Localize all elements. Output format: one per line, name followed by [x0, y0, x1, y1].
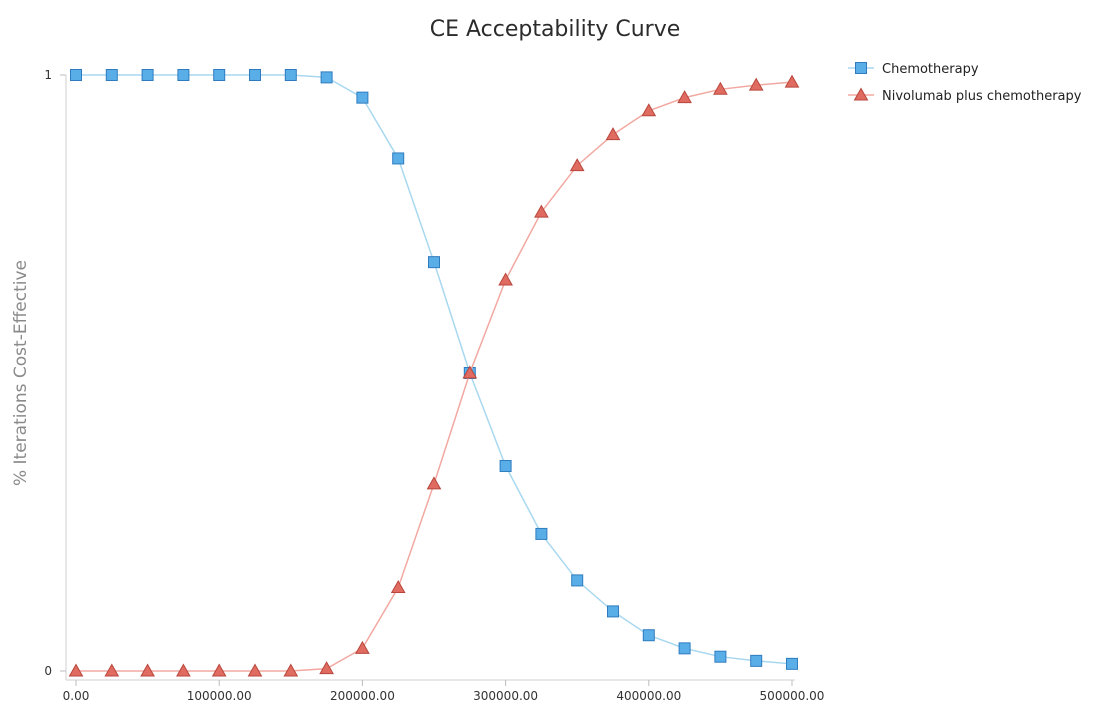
x-tick-label: 0.00	[63, 689, 90, 703]
legend-item: Nivolumab plus chemotherapy	[848, 87, 1082, 104]
data-point-triangle	[176, 663, 191, 677]
data-point-triangle	[104, 663, 120, 677]
x-tick-label: 500000.00	[760, 689, 825, 703]
chart-title: CE Acceptability Curve	[430, 17, 681, 42]
data-point-triangle	[247, 663, 263, 677]
data-point-triangle	[426, 476, 442, 490]
data-point-triangle	[641, 103, 657, 117]
data-point-triangle	[462, 365, 478, 379]
legend-label: Nivolumab plus chemotherapy	[882, 89, 1082, 104]
data-point-square	[141, 69, 154, 81]
data-point-triangle	[534, 204, 549, 218]
data-point-triangle	[498, 272, 513, 286]
legend-label: Chemotherapy	[882, 62, 979, 77]
data-point-triangle	[319, 661, 334, 675]
series-0	[70, 69, 798, 670]
data-point-square	[678, 642, 691, 655]
data-point-triangle	[68, 663, 84, 677]
legend: Chemotherapy Nivolumab plus chemotherapy	[848, 62, 1082, 104]
data-point-square	[535, 527, 548, 540]
series-1	[68, 74, 800, 677]
x-tick-label: 300000.00	[473, 689, 538, 703]
data-point-square	[70, 69, 82, 81]
data-point-triangle	[605, 127, 621, 141]
data-point-square	[642, 629, 655, 642]
y-ticks: 01	[44, 68, 66, 678]
data-point-triangle	[390, 580, 406, 594]
data-point-triangle	[569, 158, 585, 172]
data-point-square	[105, 69, 118, 81]
data-point-square	[320, 71, 333, 84]
data-point-square	[714, 650, 727, 663]
series-line	[76, 74, 793, 665]
data-point-square	[499, 459, 512, 472]
data-point-triangle	[748, 77, 764, 91]
data-point-square	[786, 657, 798, 670]
y-tick-label: 0	[44, 664, 52, 678]
x-tick-label: 400000.00	[616, 689, 681, 703]
data-point-square	[392, 152, 405, 165]
legend-marker-triangle	[853, 87, 869, 101]
data-point-square	[213, 69, 226, 81]
data-point-square	[571, 574, 584, 587]
data-point-triangle	[784, 74, 800, 88]
series-line	[76, 81, 793, 672]
data-point-square	[428, 256, 440, 269]
x-ticks: 0.00 100000.00 200000.00 300000.00 400000.00…	[63, 680, 825, 703]
legend-item: Chemotherapy	[848, 62, 979, 77]
data-point-square	[750, 654, 763, 667]
y-tick-label: 1	[44, 68, 52, 82]
data-point-triangle	[677, 90, 692, 104]
data-point-triangle	[355, 640, 370, 654]
data-point-square	[249, 69, 261, 81]
data-point-triangle	[713, 81, 728, 95]
x-tick-label: 100000.00	[187, 689, 252, 703]
data-point-square	[177, 69, 190, 81]
legend-marker-square	[855, 62, 867, 74]
series-layer	[68, 69, 800, 677]
y-axis-label: % Iterations Cost-Effective	[11, 260, 31, 486]
data-point-triangle	[140, 663, 155, 677]
data-point-square	[284, 69, 297, 81]
data-point-square	[356, 91, 369, 104]
data-point-triangle	[211, 663, 227, 677]
x-tick-label: 200000.00	[330, 689, 395, 703]
data-point-square	[607, 605, 619, 618]
data-point-triangle	[283, 663, 299, 677]
